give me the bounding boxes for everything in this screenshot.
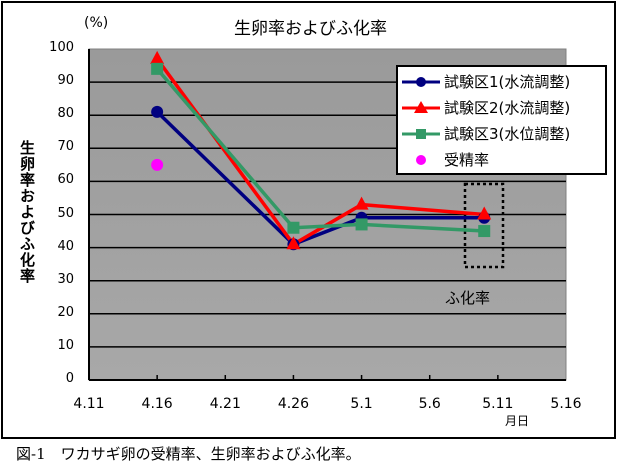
hatch-rate-box: [463, 182, 505, 269]
y-tick-label: 80: [57, 106, 74, 122]
legend-item-4: 受精率: [398, 147, 605, 173]
data-point-circle-icon: [151, 158, 164, 171]
x-tick-label: 4.16: [141, 396, 173, 412]
data-point-triangle-icon: [477, 206, 492, 220]
y-tick-label: 20: [57, 304, 74, 320]
y-tick-label: 0: [65, 371, 74, 386]
x-tick-label: 5.1: [350, 396, 373, 412]
data-point-square-icon: [287, 221, 300, 234]
circle-marker-icon: [416, 155, 426, 165]
legend-item-2: 試験区2(水流調整): [398, 95, 605, 121]
y-tick-label: 10: [57, 337, 74, 353]
triangle-marker-icon: [414, 101, 428, 113]
x-tick-label: 5.16: [550, 396, 582, 412]
y-tick-label: 100: [49, 40, 74, 55]
hatch-rate-annotation: ふ化率: [445, 289, 491, 307]
x-tick-label: 4.21: [209, 396, 241, 412]
data-point-square-icon: [355, 218, 368, 231]
x-axis-label: 月日: [505, 414, 530, 428]
y-axis-unit: (%): [84, 15, 109, 31]
x-tick-label: 4.26: [277, 396, 309, 412]
data-point-square-icon: [478, 225, 491, 238]
y-tick-label: 50: [57, 205, 74, 221]
y-tick-label: 70: [57, 139, 74, 155]
data-point-triangle-icon: [354, 196, 369, 210]
square-marker-icon: [416, 129, 426, 139]
x-tick-label: 4.11: [73, 396, 105, 412]
data-point-triangle-icon: [286, 236, 301, 250]
x-tick-label: 5.11: [482, 396, 514, 412]
y-tick-label: 30: [57, 271, 74, 287]
y-axis-label: 生卵率およびふ化率: [18, 140, 36, 284]
figure-caption: 図-1 ワカサギ卵の受精率、生卵率およびふ化率。: [16, 445, 361, 463]
circle-marker-icon: [416, 77, 426, 87]
legend: 試験区1(水流調整) 試験区2(水流調整) 試験区3(水位調整) 受精率: [396, 65, 607, 175]
data-point-triangle-icon: [150, 50, 165, 64]
chart-title: 生卵率およびふ化率: [234, 19, 387, 39]
x-tick-label: 5.6: [418, 396, 441, 412]
y-tick-label: 60: [57, 172, 74, 188]
data-point-circle-icon: [151, 105, 164, 118]
y-tick-label: 90: [57, 73, 74, 89]
data-point-square-icon: [151, 62, 164, 75]
legend-item-3: 試験区3(水位調整): [398, 121, 605, 147]
legend-item-1: 試験区1(水流調整): [398, 69, 605, 95]
y-tick-label: 40: [57, 238, 74, 254]
